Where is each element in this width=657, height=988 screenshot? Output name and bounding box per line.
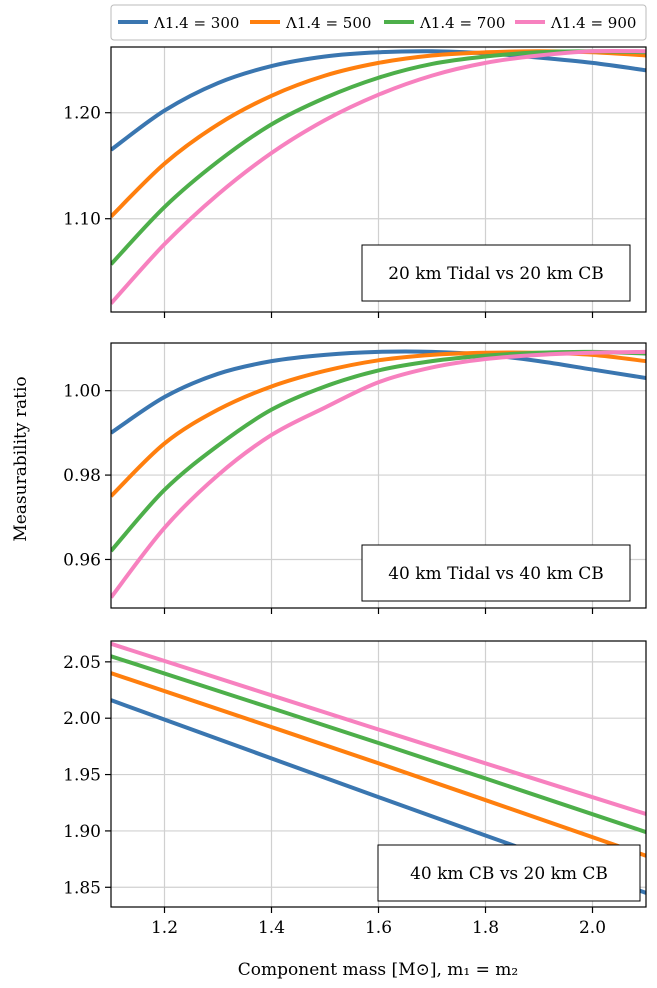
y-tick-label: 1.95 xyxy=(63,766,101,786)
legend-frame xyxy=(110,4,647,41)
panel-20km-tidal-vs-cb: 20 km Tidal vs 20 km CB 1.10 1.20 xyxy=(63,46,647,318)
legend: Λ1.4 = 300 Λ1.4 = 500 Λ1.4 = 700 Λ1.4 = 900 xyxy=(110,4,647,41)
annotation-label: 40 km CB vs 20 km CB xyxy=(410,864,608,884)
y-tick-label: 0.98 xyxy=(63,466,101,486)
x-axis-title: Component mass [M⊙], m₁ = m₂ xyxy=(238,960,518,980)
x-tick-label: 2.0 xyxy=(579,918,606,938)
y-tick-label: 1.00 xyxy=(63,382,101,402)
annotation-label: 20 km Tidal vs 20 km CB xyxy=(388,264,604,284)
annotation-label: 40 km Tidal vs 40 km CB xyxy=(388,564,604,584)
x-tick-label: 1.8 xyxy=(472,918,499,938)
series-group xyxy=(111,349,646,599)
x-tick-label: 1.6 xyxy=(365,918,392,938)
series-line-lambda-4 xyxy=(111,349,646,599)
annotation-box xyxy=(361,544,631,602)
annotation-box xyxy=(377,844,641,902)
legend-label: Λ1.4 = 700 xyxy=(419,14,505,32)
panel-40km-tidal-vs-cb: 40 km Tidal vs 40 km CB 0.96 0.98 1.00 xyxy=(63,342,647,614)
y-tick-label: 2.05 xyxy=(63,653,101,673)
legend-label: Λ1.4 = 900 xyxy=(550,14,636,32)
y-tick-label: 0.96 xyxy=(63,550,101,570)
series-line-lambda-3 xyxy=(111,654,646,834)
series-line-lambda-1 xyxy=(111,49,646,152)
y-tick-label: 1.85 xyxy=(63,878,101,898)
legend-label: Λ1.4 = 500 xyxy=(285,14,371,32)
series-line-lambda-4 xyxy=(111,48,646,305)
y-tick-label: 1.90 xyxy=(63,822,101,842)
series-line-lambda-2 xyxy=(111,671,646,858)
series-line-lambda-3 xyxy=(111,49,646,266)
y-tick-label: 1.20 xyxy=(63,104,101,124)
y-tick-label: 2.00 xyxy=(63,709,101,729)
series-group xyxy=(111,641,646,895)
annotation-box xyxy=(361,244,631,302)
panel-40km-cb-vs-20km-cb: 40 km CB vs 20 km CB 1.2 1.4 1.6 1.8 2.0 1.85 1… xyxy=(63,640,647,938)
series-line-lambda-1 xyxy=(111,349,646,435)
series-group xyxy=(111,48,646,305)
x-tick-label: 1.2 xyxy=(151,918,178,938)
y-tick-label: 1.10 xyxy=(63,210,101,230)
series-line-lambda-4 xyxy=(111,641,646,816)
x-tick-label: 1.4 xyxy=(258,918,285,938)
legend-label: Λ1.4 = 300 xyxy=(153,14,239,32)
y-axis-title: Measurability ratio xyxy=(11,376,31,541)
